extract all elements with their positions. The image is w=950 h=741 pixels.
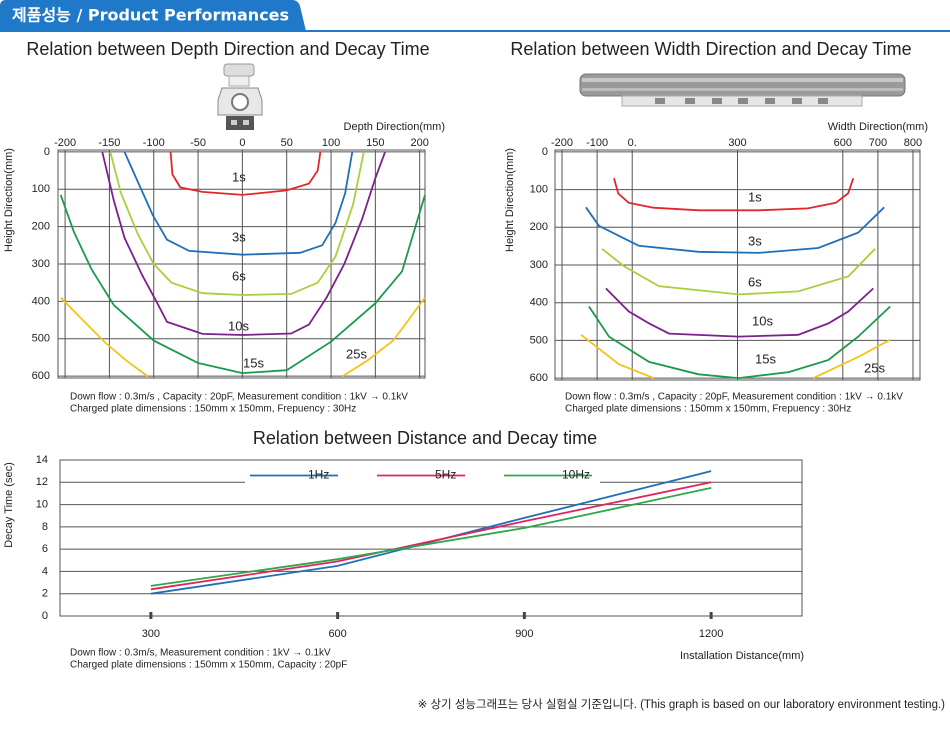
x-tick-label: 300 — [142, 628, 160, 640]
y-tick-label: 500 — [530, 334, 548, 346]
y-tick-label: 8 — [42, 521, 48, 533]
x-axis-label: Depth Direction(mm) — [344, 121, 445, 133]
curve-label: 6s — [748, 274, 762, 289]
chart-title: Relation between Width Direction and Dec… — [510, 39, 911, 59]
sensor-icon — [217, 63, 263, 130]
y-tick-label: 14 — [36, 454, 48, 466]
curve-label: 10s — [228, 318, 249, 333]
curve-label: 6s — [232, 268, 246, 283]
x-tick-label: 600 — [834, 137, 852, 149]
y-tick-label: 0 — [42, 610, 48, 622]
x-tick-label: 50 — [281, 137, 293, 149]
y-tick-label: 6 — [42, 543, 48, 555]
y-axis-label: Decay Time (sec) — [3, 462, 15, 548]
header-title: 제품성능 / Product Performances — [12, 6, 289, 25]
y-axis-label: Height Direction(mm) — [3, 148, 15, 252]
x-tick-label: 0 — [239, 137, 245, 149]
x-tick-label: 300 — [728, 137, 746, 149]
y-tick-label: 600 — [530, 372, 548, 384]
curve-label: 15s — [755, 351, 776, 366]
curve-label: 3s — [232, 229, 246, 244]
y-tick-label: 500 — [32, 333, 50, 345]
chart-title: Relation between Distance and Decay time — [253, 428, 597, 448]
chart-note: Down flow : 0.3m/s, Measurement conditio… — [70, 648, 331, 659]
curve-label: 3s — [748, 233, 762, 248]
x-tick-label: 1200 — [699, 628, 723, 640]
series-line — [613, 178, 855, 212]
legend-label: 10Hz — [562, 468, 590, 482]
x-axis-label: Width Direction(mm) — [828, 121, 928, 133]
series-line — [101, 151, 386, 336]
y-tick-label: 10 — [36, 498, 48, 510]
y-tick-label: 300 — [32, 258, 50, 270]
footnote: ※ 상기 성능그래프는 당사 실험실 기준입니다. (This graph is… — [418, 698, 946, 711]
curve-label: 10s — [752, 313, 773, 328]
x-tick-label: -200 — [54, 137, 76, 149]
series-line — [60, 296, 426, 377]
series-line — [588, 305, 891, 380]
y-tick-label: 100 — [32, 183, 50, 195]
chart-note: Down flow : 0.3m/s , Capacity : 20pF, Me… — [565, 392, 903, 403]
chart-note: Charged plate dimensions : 150mm x 150mm… — [565, 404, 851, 415]
curve-label: 1s — [232, 169, 246, 184]
x-tick-label: 200 — [411, 137, 429, 149]
y-tick-label: 400 — [530, 297, 548, 309]
y-tick-label: 0 — [542, 146, 548, 158]
y-tick-label: 600 — [32, 370, 50, 382]
chart-note: Charged plate dimensions : 150mm x 150mm… — [70, 404, 356, 415]
y-tick-label: 200 — [530, 221, 548, 233]
x-tick-label: 900 — [515, 628, 533, 640]
x-tick-label: 800 — [904, 137, 922, 149]
x-tick-label: -100 — [586, 137, 608, 149]
y-tick-label: 300 — [530, 259, 548, 271]
y-tick-label: 2 — [42, 588, 48, 600]
y-tick-label: 4 — [42, 565, 48, 577]
series-line — [605, 287, 874, 338]
y-axis-label: Height Direction(mm) — [504, 148, 516, 252]
curve-label: 15s — [243, 355, 264, 370]
y-tick-label: 100 — [530, 183, 548, 195]
series-line — [150, 487, 712, 587]
y-tick-label: 200 — [32, 221, 50, 233]
series-line — [59, 194, 426, 375]
x-axis-label: Installation Distance(mm) — [680, 650, 804, 662]
series-line — [169, 151, 322, 196]
curve-label: 25s — [864, 360, 885, 375]
curve-label: 25s — [346, 346, 367, 361]
chart-note: Charged plate dimensions : 150mm x 150mm… — [70, 660, 347, 671]
y-tick-label: 12 — [36, 476, 48, 488]
series-line — [150, 481, 712, 591]
x-tick-label: -100 — [143, 137, 165, 149]
x-tick-label: 0. — [628, 137, 637, 149]
x-tick-label: 700 — [869, 137, 887, 149]
legend-label: 5Hz — [435, 468, 456, 482]
curve-label: 1s — [748, 189, 762, 204]
x-tick-label: 600 — [328, 628, 346, 640]
series-line — [109, 151, 365, 296]
series-line — [585, 206, 885, 254]
x-tick-label: 100 — [322, 137, 340, 149]
series-line — [123, 151, 354, 256]
x-tick-label: -150 — [98, 137, 120, 149]
header-tab — [0, 0, 306, 31]
x-tick-label: -50 — [190, 137, 206, 149]
series-line — [150, 470, 712, 595]
chart-title: Relation between Depth Direction and Dec… — [26, 39, 429, 59]
x-tick-label: 150 — [366, 137, 384, 149]
legend-label: 1Hz — [308, 468, 329, 482]
bar-icon — [579, 73, 906, 107]
chart-note: Down flow : 0.3m/s , Capacity : 20pF, Me… — [70, 392, 408, 403]
x-tick-label: -200 — [551, 137, 573, 149]
y-tick-label: 0 — [44, 146, 50, 158]
y-tick-label: 400 — [32, 295, 50, 307]
series-line — [580, 334, 891, 379]
series-line — [601, 248, 876, 296]
